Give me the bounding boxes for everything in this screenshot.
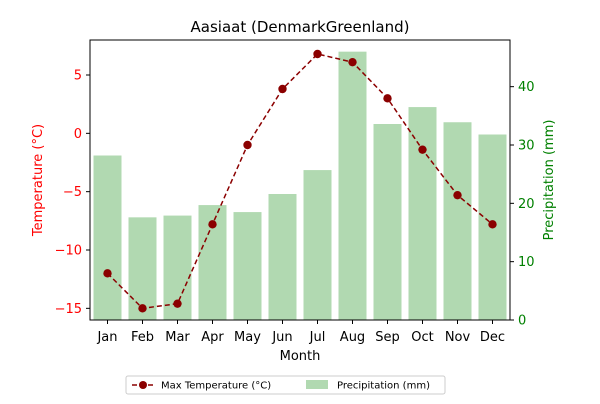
- temperature-line: [106, 53, 493, 310]
- y-right-tick-label: 10: [518, 255, 535, 270]
- precip-bar-oct: [408, 107, 437, 320]
- precip-bar-may: [233, 212, 262, 320]
- y-axis-right-label: Precipitation (mm): [542, 120, 557, 241]
- temp-point-dec: [488, 220, 497, 229]
- precip-bar-sep: [373, 124, 402, 320]
- y-left-tick-label: −5: [63, 185, 82, 200]
- x-axis-label: Month: [280, 349, 321, 364]
- temp-point-aug: [348, 57, 357, 67]
- x-tick-label-mar: Mar: [165, 330, 190, 345]
- x-tick-label-dec: Dec: [480, 330, 505, 345]
- precip-bar-aug: [338, 51, 367, 321]
- temp-point-nov: [453, 190, 462, 200]
- precip-bar-jan: [93, 155, 122, 320]
- y-left-tick-label: 0: [74, 127, 82, 142]
- x-tick-label-oct: Oct: [411, 330, 433, 345]
- y-left-tick-label: 5: [74, 69, 82, 84]
- temp-point-feb: [138, 304, 147, 313]
- legend: Max Temperature (°C) Precipitation (mm): [125, 375, 446, 395]
- temp-point-jan: [103, 269, 112, 278]
- y-axis-left-label: Temperature (°C): [31, 124, 46, 237]
- line-layer: [103, 49, 497, 313]
- x-tick-label-jan: Jan: [96, 330, 117, 345]
- legend-bar-swatch: [306, 380, 328, 389]
- temp-point-sep: [383, 94, 392, 103]
- temp-point-mar: [173, 299, 182, 308]
- x-tick-label-feb: Feb: [131, 330, 154, 345]
- y-right-tick-label: 0: [518, 314, 526, 329]
- precip-bar-feb: [128, 217, 157, 320]
- y-right-tick-label: 40: [518, 80, 535, 95]
- x-tick-label-apr: Apr: [201, 330, 224, 345]
- bars-layer: [93, 51, 507, 321]
- legend-frame: [125, 375, 446, 395]
- legend-label-precipitation: Precipitation (mm): [337, 381, 430, 392]
- x-tick-label-sep: Sep: [375, 330, 400, 345]
- y-left-tick-label: −10: [55, 244, 82, 259]
- axes-layer: Jan Feb Mar Apr May Jun Jul Aug Sep Oct Nov Dec −15 −…: [55, 39, 535, 345]
- temp-point-jun: [278, 84, 287, 94]
- plot-frame: [89, 39, 511, 321]
- y-left-tick-label: −15: [55, 302, 82, 317]
- x-tick-label-jul: Jul: [309, 330, 326, 345]
- x-tick-label-may: May: [234, 330, 261, 345]
- precip-bar-nov: [443, 122, 472, 320]
- temp-point-apr: [208, 220, 217, 229]
- temp-point-oct: [418, 145, 427, 154]
- precip-bar-jun: [268, 194, 297, 320]
- temp-point-may: [243, 140, 252, 150]
- x-tick-label-jun: Jun: [271, 330, 292, 345]
- legend-marker-swatch: [139, 381, 147, 389]
- y-right-tick-label: 30: [518, 139, 535, 154]
- temp-point-jul: [313, 49, 322, 59]
- x-tick-label-nov: Nov: [445, 330, 471, 345]
- legend-label-temperature: Max Temperature (°C): [161, 381, 271, 392]
- x-tick-label-aug: Aug: [340, 330, 365, 345]
- y-right-tick-label: 20: [518, 197, 535, 212]
- chart-title: Aasiaat (DenmarkGreenland): [191, 18, 410, 36]
- precip-bar-jul: [303, 170, 332, 320]
